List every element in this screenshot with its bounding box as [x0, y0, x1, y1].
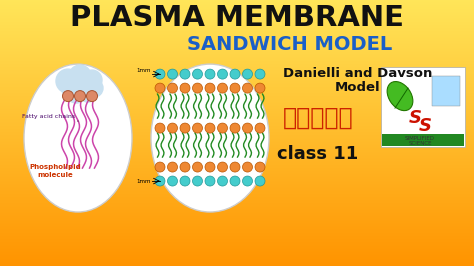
- Circle shape: [230, 83, 240, 93]
- Text: SIMPLIFIED: SIMPLIFIED: [405, 136, 435, 140]
- Ellipse shape: [24, 64, 132, 212]
- Circle shape: [180, 69, 190, 79]
- Circle shape: [155, 176, 165, 186]
- FancyBboxPatch shape: [382, 134, 464, 146]
- Circle shape: [155, 162, 165, 172]
- Circle shape: [243, 69, 253, 79]
- Circle shape: [255, 69, 265, 79]
- Circle shape: [205, 176, 215, 186]
- Text: Danielli and Davson: Danielli and Davson: [283, 66, 433, 80]
- Circle shape: [243, 123, 253, 133]
- Circle shape: [167, 83, 177, 93]
- Circle shape: [192, 83, 202, 93]
- Circle shape: [155, 69, 165, 79]
- Circle shape: [192, 123, 202, 133]
- Circle shape: [255, 176, 265, 186]
- Circle shape: [86, 91, 98, 102]
- Text: SCIENCE: SCIENCE: [408, 140, 432, 146]
- Circle shape: [69, 65, 91, 87]
- Text: S: S: [409, 109, 421, 127]
- Text: PLASMA MEMBRANE: PLASMA MEMBRANE: [70, 4, 404, 32]
- Circle shape: [243, 162, 253, 172]
- Text: Model: Model: [335, 81, 381, 94]
- Circle shape: [218, 176, 228, 186]
- FancyBboxPatch shape: [381, 67, 465, 147]
- Circle shape: [180, 162, 190, 172]
- Circle shape: [180, 83, 190, 93]
- Text: class 11: class 11: [277, 145, 359, 163]
- Circle shape: [205, 69, 215, 79]
- Circle shape: [63, 91, 73, 102]
- Circle shape: [230, 176, 240, 186]
- Circle shape: [56, 69, 80, 93]
- Text: 1mm: 1mm: [137, 68, 151, 73]
- Text: 1mm: 1mm: [137, 179, 151, 184]
- Circle shape: [243, 176, 253, 186]
- Circle shape: [62, 79, 82, 99]
- Circle shape: [167, 162, 177, 172]
- Circle shape: [255, 83, 265, 93]
- Circle shape: [255, 123, 265, 133]
- Circle shape: [167, 176, 177, 186]
- Circle shape: [218, 69, 228, 79]
- Circle shape: [167, 69, 177, 79]
- Circle shape: [205, 162, 215, 172]
- Circle shape: [85, 79, 103, 97]
- Circle shape: [74, 91, 85, 102]
- Circle shape: [67, 85, 85, 103]
- Circle shape: [167, 123, 177, 133]
- Circle shape: [155, 123, 165, 133]
- Circle shape: [180, 123, 190, 133]
- Text: S: S: [419, 117, 431, 135]
- Circle shape: [218, 162, 228, 172]
- Text: हिंदी: हिंदी: [283, 106, 353, 130]
- Circle shape: [155, 83, 165, 93]
- Circle shape: [205, 123, 215, 133]
- Text: Phospholipid
molecule: Phospholipid molecule: [29, 164, 81, 178]
- Circle shape: [230, 162, 240, 172]
- Circle shape: [180, 176, 190, 186]
- Circle shape: [79, 84, 97, 102]
- Circle shape: [218, 123, 228, 133]
- Ellipse shape: [387, 82, 413, 111]
- Circle shape: [74, 76, 94, 96]
- Circle shape: [192, 176, 202, 186]
- Circle shape: [218, 83, 228, 93]
- Text: SANDWICH MODEL: SANDWICH MODEL: [187, 35, 392, 54]
- Text: Fatty acid chains: Fatty acid chains: [22, 114, 78, 121]
- Ellipse shape: [151, 64, 269, 212]
- Circle shape: [243, 83, 253, 93]
- Circle shape: [192, 69, 202, 79]
- Circle shape: [255, 162, 265, 172]
- Circle shape: [230, 69, 240, 79]
- Circle shape: [205, 83, 215, 93]
- Circle shape: [192, 162, 202, 172]
- Circle shape: [82, 70, 102, 90]
- Circle shape: [230, 123, 240, 133]
- FancyBboxPatch shape: [432, 76, 460, 106]
